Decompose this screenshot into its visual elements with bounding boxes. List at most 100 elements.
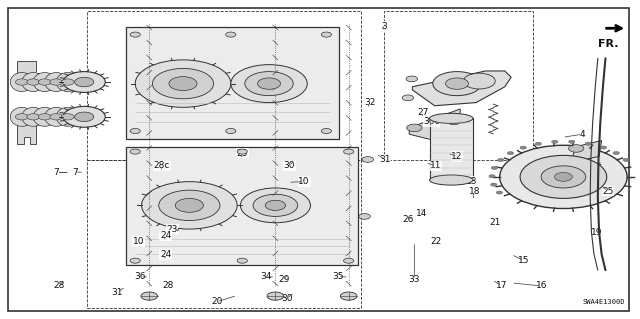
Circle shape xyxy=(265,200,285,211)
Text: 28: 28 xyxy=(53,281,65,291)
Circle shape xyxy=(135,60,231,107)
Polygon shape xyxy=(125,147,358,265)
Circle shape xyxy=(585,142,591,145)
Circle shape xyxy=(267,292,284,300)
Circle shape xyxy=(253,194,298,216)
Text: 22: 22 xyxy=(430,237,442,246)
Circle shape xyxy=(63,106,105,127)
Circle shape xyxy=(175,198,204,212)
Text: 31: 31 xyxy=(380,155,391,164)
Text: 5: 5 xyxy=(596,165,602,174)
Circle shape xyxy=(344,258,354,263)
Circle shape xyxy=(237,258,247,263)
Ellipse shape xyxy=(429,175,473,185)
Text: 33: 33 xyxy=(408,275,420,284)
Text: 11: 11 xyxy=(430,161,442,170)
Text: 28: 28 xyxy=(163,281,174,291)
Circle shape xyxy=(520,155,607,198)
Text: 7—: 7— xyxy=(54,168,68,177)
Text: 23: 23 xyxy=(237,149,248,158)
Circle shape xyxy=(75,77,94,87)
Text: 19: 19 xyxy=(591,228,603,237)
Ellipse shape xyxy=(22,72,45,92)
Text: 32: 32 xyxy=(364,98,376,107)
Circle shape xyxy=(489,175,495,178)
Text: 29: 29 xyxy=(278,275,289,284)
Ellipse shape xyxy=(33,107,56,126)
Circle shape xyxy=(344,149,354,154)
Circle shape xyxy=(231,65,307,103)
Circle shape xyxy=(50,79,63,85)
Text: 30: 30 xyxy=(284,161,295,170)
Polygon shape xyxy=(17,118,36,144)
Polygon shape xyxy=(409,109,460,141)
Text: 16: 16 xyxy=(536,281,547,291)
Circle shape xyxy=(226,32,236,37)
Text: 9: 9 xyxy=(35,73,41,82)
Bar xyxy=(88,160,362,308)
Circle shape xyxy=(463,73,495,89)
Circle shape xyxy=(496,191,502,194)
Circle shape xyxy=(554,173,572,181)
Circle shape xyxy=(535,142,541,145)
Polygon shape xyxy=(412,71,511,106)
Text: 31: 31 xyxy=(111,288,123,297)
Circle shape xyxy=(226,129,236,134)
Circle shape xyxy=(541,166,586,188)
Text: 26: 26 xyxy=(403,215,413,224)
Circle shape xyxy=(447,118,460,125)
Circle shape xyxy=(600,146,607,149)
Text: 27: 27 xyxy=(417,108,429,116)
Circle shape xyxy=(75,112,94,122)
Ellipse shape xyxy=(22,107,45,126)
Ellipse shape xyxy=(45,107,68,126)
Circle shape xyxy=(402,95,413,101)
Text: 23: 23 xyxy=(166,225,178,234)
Circle shape xyxy=(613,152,620,155)
Bar xyxy=(429,118,473,180)
Text: 13: 13 xyxy=(466,177,477,186)
Text: 10: 10 xyxy=(132,237,144,246)
Circle shape xyxy=(623,158,629,161)
Circle shape xyxy=(38,114,51,120)
Circle shape xyxy=(159,190,220,220)
Circle shape xyxy=(130,258,140,263)
Text: FR.: FR. xyxy=(598,39,618,49)
Circle shape xyxy=(61,79,74,85)
Circle shape xyxy=(152,69,214,99)
Circle shape xyxy=(27,114,40,120)
Polygon shape xyxy=(17,62,36,87)
Text: 6: 6 xyxy=(554,168,560,177)
Text: SWA4E1300D: SWA4E1300D xyxy=(582,299,625,305)
Circle shape xyxy=(245,71,293,96)
Circle shape xyxy=(406,124,422,132)
Text: 14: 14 xyxy=(416,209,428,218)
Circle shape xyxy=(130,129,140,134)
Circle shape xyxy=(491,183,497,186)
Circle shape xyxy=(61,114,74,120)
Text: 4: 4 xyxy=(580,130,586,139)
Circle shape xyxy=(362,157,374,162)
Circle shape xyxy=(321,32,332,37)
Text: 25: 25 xyxy=(602,187,614,196)
Ellipse shape xyxy=(10,72,33,92)
Bar xyxy=(88,11,362,160)
Circle shape xyxy=(321,129,332,134)
Circle shape xyxy=(257,78,280,89)
Text: 35: 35 xyxy=(332,272,344,281)
Circle shape xyxy=(130,149,140,154)
Text: 34: 34 xyxy=(260,272,271,281)
Text: 20: 20 xyxy=(211,297,223,306)
Text: 30: 30 xyxy=(281,294,292,303)
Circle shape xyxy=(359,214,371,219)
Ellipse shape xyxy=(10,107,33,126)
Circle shape xyxy=(568,145,584,152)
Polygon shape xyxy=(125,27,339,139)
Text: 17: 17 xyxy=(496,281,508,291)
Circle shape xyxy=(237,149,247,154)
Circle shape xyxy=(492,166,497,169)
Circle shape xyxy=(130,32,140,37)
Text: 28c: 28c xyxy=(154,161,170,170)
Ellipse shape xyxy=(429,113,473,123)
Circle shape xyxy=(500,145,627,209)
